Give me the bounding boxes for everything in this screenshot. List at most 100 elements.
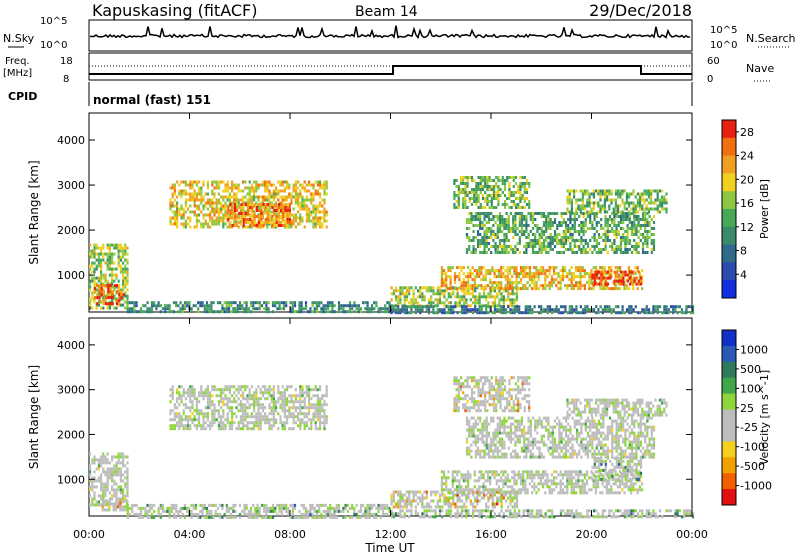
data-cell xyxy=(187,192,190,196)
data-cell xyxy=(606,251,609,254)
data-cell xyxy=(124,485,127,489)
data-cell xyxy=(525,227,528,230)
data-cell xyxy=(100,279,103,283)
data-cell xyxy=(628,248,631,251)
nsky-tick-bottom: 10^0 xyxy=(40,40,67,51)
data-cell xyxy=(522,272,525,276)
data-cell xyxy=(514,206,518,209)
data-cell xyxy=(416,308,420,312)
data-cell xyxy=(257,225,260,229)
data-cell xyxy=(503,179,507,182)
data-cell xyxy=(311,512,314,516)
data-cell xyxy=(636,287,639,291)
data-cell xyxy=(100,264,103,268)
data-cell xyxy=(233,224,236,227)
data-cell xyxy=(326,509,330,513)
data-cell xyxy=(291,503,294,507)
data-cell xyxy=(287,509,290,513)
data-cell xyxy=(195,207,198,211)
data-cell xyxy=(193,391,196,395)
data-cell xyxy=(573,221,576,224)
data-cell xyxy=(195,406,198,410)
data-cell xyxy=(322,515,325,519)
data-cell xyxy=(187,183,190,187)
data-cell xyxy=(209,204,212,208)
data-cell xyxy=(290,397,293,401)
data-cell xyxy=(303,201,306,205)
data-cell xyxy=(573,224,576,227)
data-cell xyxy=(592,266,595,270)
data-cell xyxy=(183,503,187,507)
data-cell xyxy=(266,391,269,395)
data-cell xyxy=(271,503,275,507)
data-cell xyxy=(148,515,151,519)
data-cell xyxy=(222,397,225,401)
data-cell xyxy=(255,201,258,205)
data-cell xyxy=(390,311,393,315)
data-cell xyxy=(122,494,125,498)
data-cell xyxy=(256,515,259,519)
data-cell xyxy=(106,255,109,259)
data-cell xyxy=(641,207,644,211)
data-cell xyxy=(586,242,590,245)
data-cell xyxy=(513,286,516,290)
data-cell xyxy=(233,209,236,212)
data-cell xyxy=(313,515,316,519)
data-cell xyxy=(337,301,341,305)
data-cell xyxy=(225,509,228,513)
data-cell xyxy=(301,201,304,205)
data-cell xyxy=(557,287,560,291)
data-cell xyxy=(498,301,501,305)
data-cell xyxy=(133,310,136,314)
data-cell xyxy=(476,311,479,315)
data-cell xyxy=(403,311,406,315)
data-cell xyxy=(455,206,458,209)
data-cell xyxy=(447,292,450,296)
data-cell xyxy=(580,227,583,230)
data-cell xyxy=(623,189,626,193)
data-cell xyxy=(468,212,471,215)
data-cell xyxy=(603,195,606,199)
data-cell xyxy=(577,266,580,270)
data-cell xyxy=(221,307,224,311)
data-cell xyxy=(496,227,499,230)
data-cell xyxy=(648,215,651,218)
data-cell xyxy=(447,266,450,270)
data-cell xyxy=(178,418,181,422)
data-cell xyxy=(533,305,536,309)
data-cell xyxy=(204,219,207,223)
data-cell xyxy=(624,245,627,248)
data-cell xyxy=(268,403,271,407)
data-cell xyxy=(562,233,565,236)
data-cell xyxy=(267,310,270,314)
data-cell xyxy=(228,409,231,413)
data-cell xyxy=(523,182,526,185)
data-cell xyxy=(259,418,262,422)
data-cell xyxy=(512,218,515,221)
data-cell xyxy=(483,212,486,215)
data-cell xyxy=(515,284,518,288)
data-cell xyxy=(126,461,129,465)
data-cell xyxy=(480,287,483,291)
data-cell xyxy=(255,224,258,227)
data-cell xyxy=(200,409,203,413)
data-cell xyxy=(111,497,114,501)
data-cell xyxy=(91,249,94,253)
data-cell xyxy=(283,397,286,401)
data-cell xyxy=(283,388,286,392)
data-cell xyxy=(187,207,190,211)
data-cell xyxy=(588,308,591,312)
data-cell xyxy=(193,192,196,196)
data-cell xyxy=(438,301,442,305)
data-cell xyxy=(459,188,463,191)
data-cell xyxy=(493,289,497,293)
data-cell xyxy=(225,301,228,305)
data-cell xyxy=(610,201,613,205)
data-cell xyxy=(278,307,281,311)
data-cell xyxy=(606,276,610,280)
data-cell xyxy=(553,212,557,215)
data-cell xyxy=(148,509,151,513)
data-cell xyxy=(253,212,256,215)
data-cell xyxy=(242,415,245,419)
data-cell xyxy=(357,515,360,519)
